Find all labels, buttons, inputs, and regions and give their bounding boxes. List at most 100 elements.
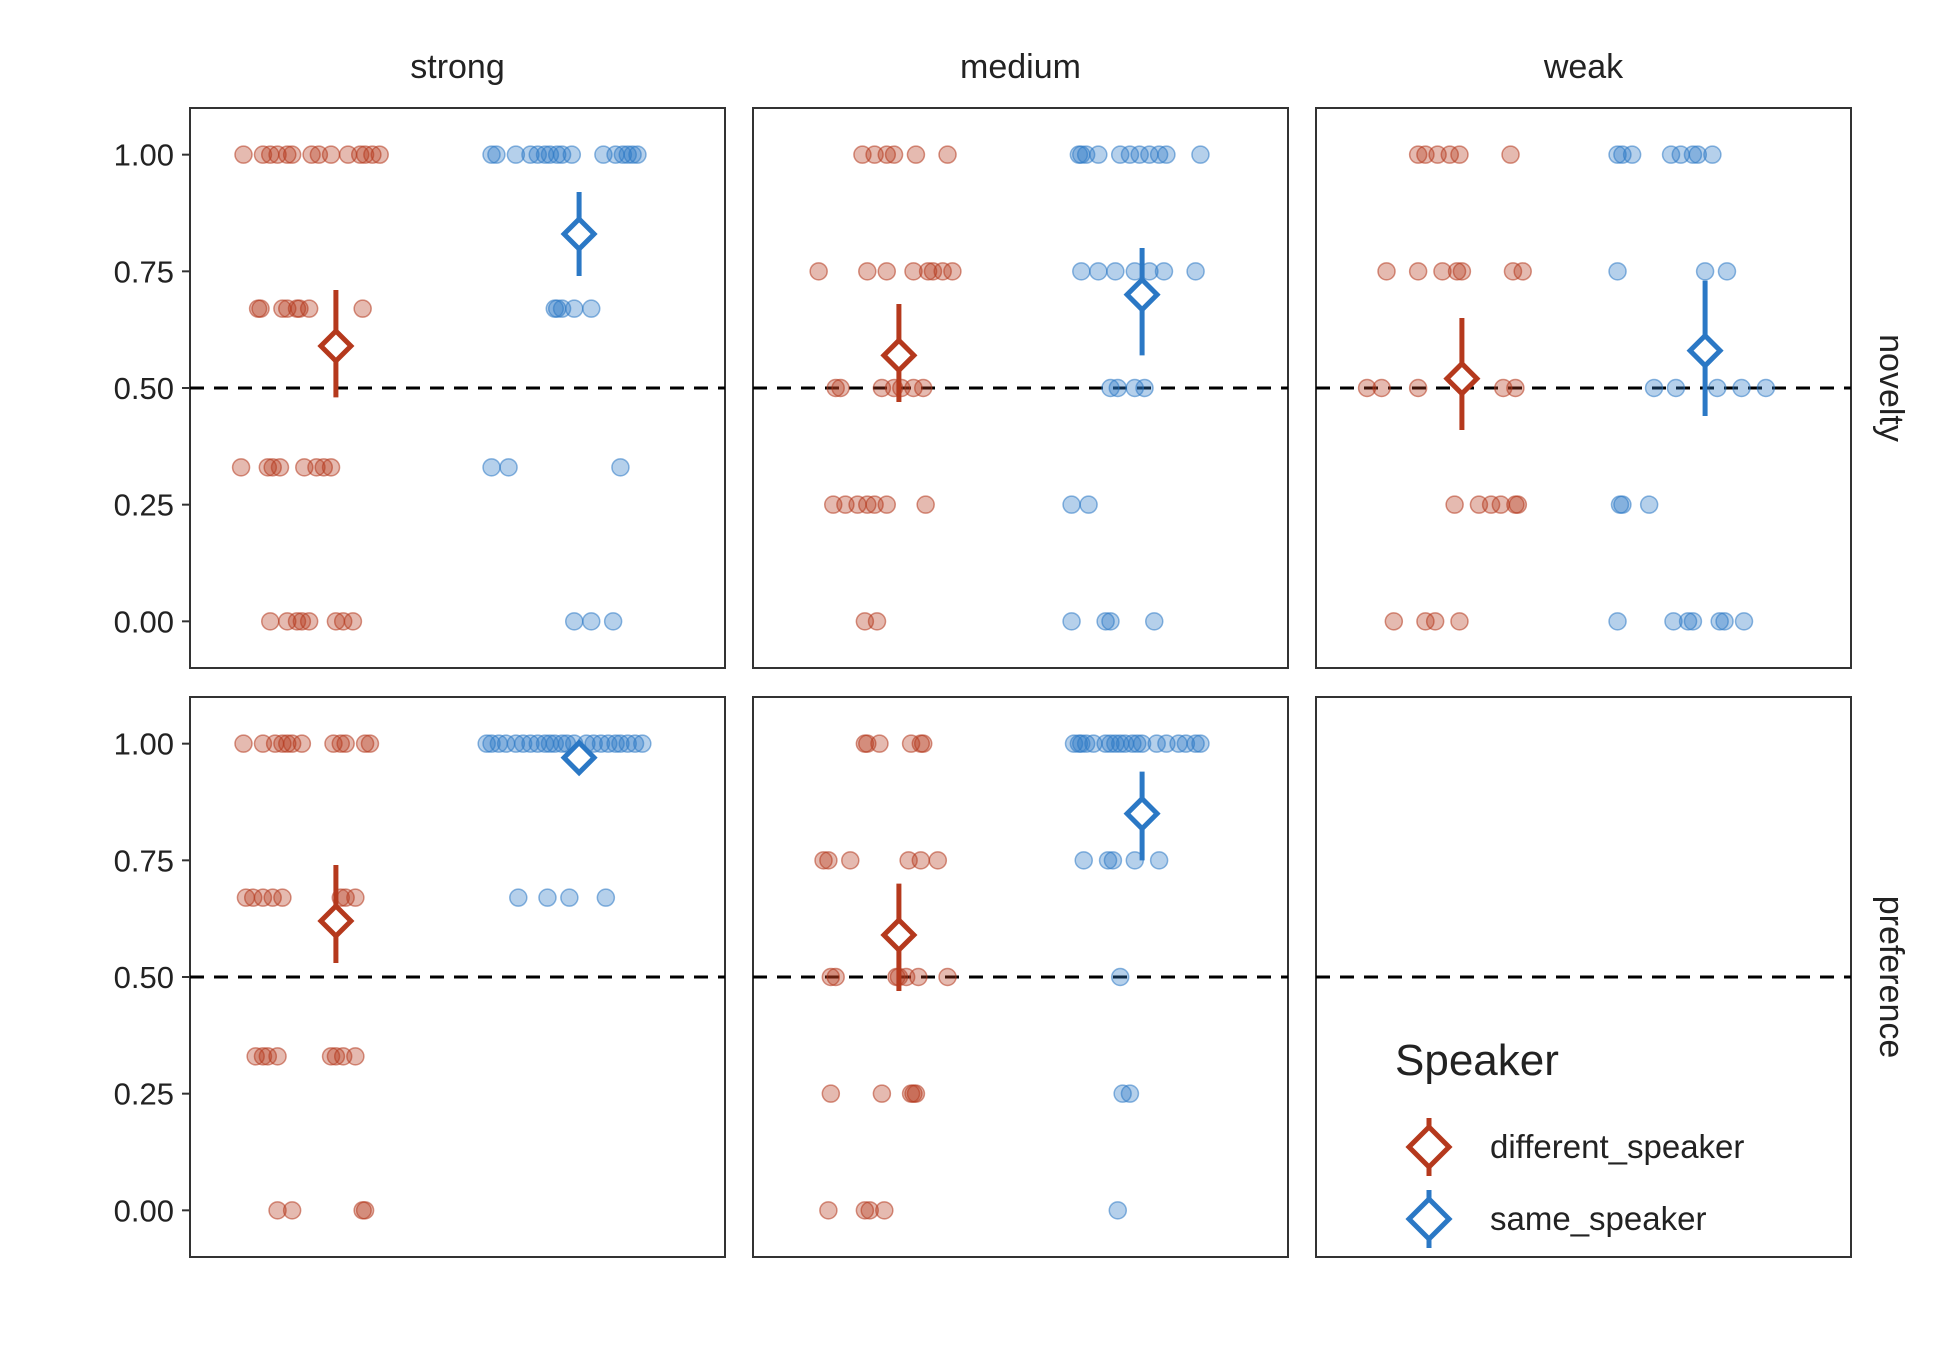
- data-point: [278, 145, 297, 164]
- data-point: [360, 734, 380, 753]
- data-point: [855, 1201, 875, 1220]
- data-point: [611, 458, 630, 477]
- data-point: [564, 299, 584, 318]
- data-point: [826, 378, 845, 398]
- data-point: [564, 612, 584, 631]
- data-point: [251, 299, 270, 318]
- data-point: [858, 262, 877, 281]
- data-point: [1613, 145, 1632, 164]
- data-point: [1639, 495, 1659, 514]
- data-point: [1695, 262, 1715, 281]
- mean-marker: [317, 902, 355, 940]
- data-point: [938, 145, 957, 164]
- data-point: [253, 1047, 273, 1066]
- data-point: [258, 1047, 278, 1066]
- data-point: [913, 378, 933, 398]
- mean-marker: [1123, 276, 1161, 314]
- data-point: [1103, 851, 1123, 870]
- data-point: [1416, 612, 1435, 631]
- data-point: [1130, 145, 1149, 164]
- data-point: [938, 967, 957, 987]
- data-point: [370, 145, 389, 164]
- data-point: [1062, 495, 1081, 514]
- data-point: [1147, 734, 1166, 753]
- data-point: [918, 262, 938, 281]
- data-point: [506, 734, 526, 753]
- data-point: [1481, 495, 1501, 514]
- data-point: [1127, 734, 1147, 753]
- data-point: [943, 262, 962, 281]
- data-point: [628, 145, 647, 164]
- data-point: [482, 734, 501, 753]
- data-point: [860, 1201, 879, 1220]
- data-point: [858, 495, 877, 514]
- data-point: [355, 145, 375, 164]
- data-point: [1452, 262, 1472, 281]
- data-point: [499, 458, 518, 477]
- mean-marker: [1443, 360, 1481, 398]
- data-point: [913, 734, 933, 753]
- data-point: [904, 378, 923, 398]
- data-point: [562, 145, 582, 164]
- data-point: [819, 1201, 838, 1220]
- data-point: [1664, 612, 1683, 631]
- data-point: [521, 734, 540, 753]
- data-point: [1688, 145, 1708, 164]
- data-point: [911, 851, 931, 870]
- data-point: [1113, 1084, 1132, 1103]
- data-point: [1135, 378, 1154, 398]
- data-point: [1101, 612, 1120, 631]
- data-point: [321, 145, 341, 164]
- data-point: [268, 1047, 287, 1066]
- data-point: [331, 734, 351, 753]
- mean-marker: [560, 215, 598, 253]
- data-point: [1145, 612, 1164, 631]
- data-point: [613, 145, 633, 164]
- data-point: [877, 495, 896, 514]
- data-point: [1101, 378, 1120, 398]
- data-point: [821, 967, 841, 987]
- mean-marker: [880, 916, 918, 954]
- data-point: [263, 458, 282, 477]
- data-point: [1661, 145, 1681, 164]
- mean-marker: [880, 336, 918, 374]
- data-point: [928, 851, 948, 870]
- data-point: [596, 888, 616, 907]
- mean-marker: [1123, 795, 1161, 833]
- facet-column-label: medium: [960, 48, 1081, 86]
- data-point: [877, 262, 896, 281]
- data-point: [1372, 378, 1391, 398]
- data-point: [273, 734, 292, 753]
- facet-column-label: strong: [410, 48, 505, 86]
- mean-marker: [317, 327, 355, 365]
- panel-novelty-weak: [1315, 107, 1852, 669]
- data-point: [290, 299, 309, 318]
- data-point: [263, 888, 282, 907]
- data-point: [346, 1047, 365, 1066]
- data-point: [1125, 378, 1145, 398]
- data-point: [809, 262, 828, 281]
- data-point: [1191, 734, 1210, 753]
- data-point: [321, 458, 341, 477]
- data-point: [1408, 378, 1428, 398]
- data-point: [1132, 734, 1152, 753]
- data-point: [268, 145, 287, 164]
- data-point: [547, 145, 567, 164]
- data-point: [582, 299, 601, 318]
- data-point: [1096, 734, 1115, 753]
- y-tick-label: 0.25: [114, 488, 174, 523]
- panel-preference-medium: [752, 696, 1289, 1258]
- data-point: [482, 458, 501, 477]
- data-point: [875, 1201, 894, 1220]
- data-point: [1089, 262, 1108, 281]
- data-point: [1683, 145, 1703, 164]
- data-point: [253, 145, 273, 164]
- y-tick-label: 0.75: [114, 254, 174, 289]
- data-point: [1732, 378, 1751, 398]
- data-point: [292, 612, 312, 631]
- data-point: [1433, 262, 1452, 281]
- data-point: [355, 1201, 375, 1220]
- data-point: [1506, 378, 1525, 398]
- data-point: [1717, 262, 1737, 281]
